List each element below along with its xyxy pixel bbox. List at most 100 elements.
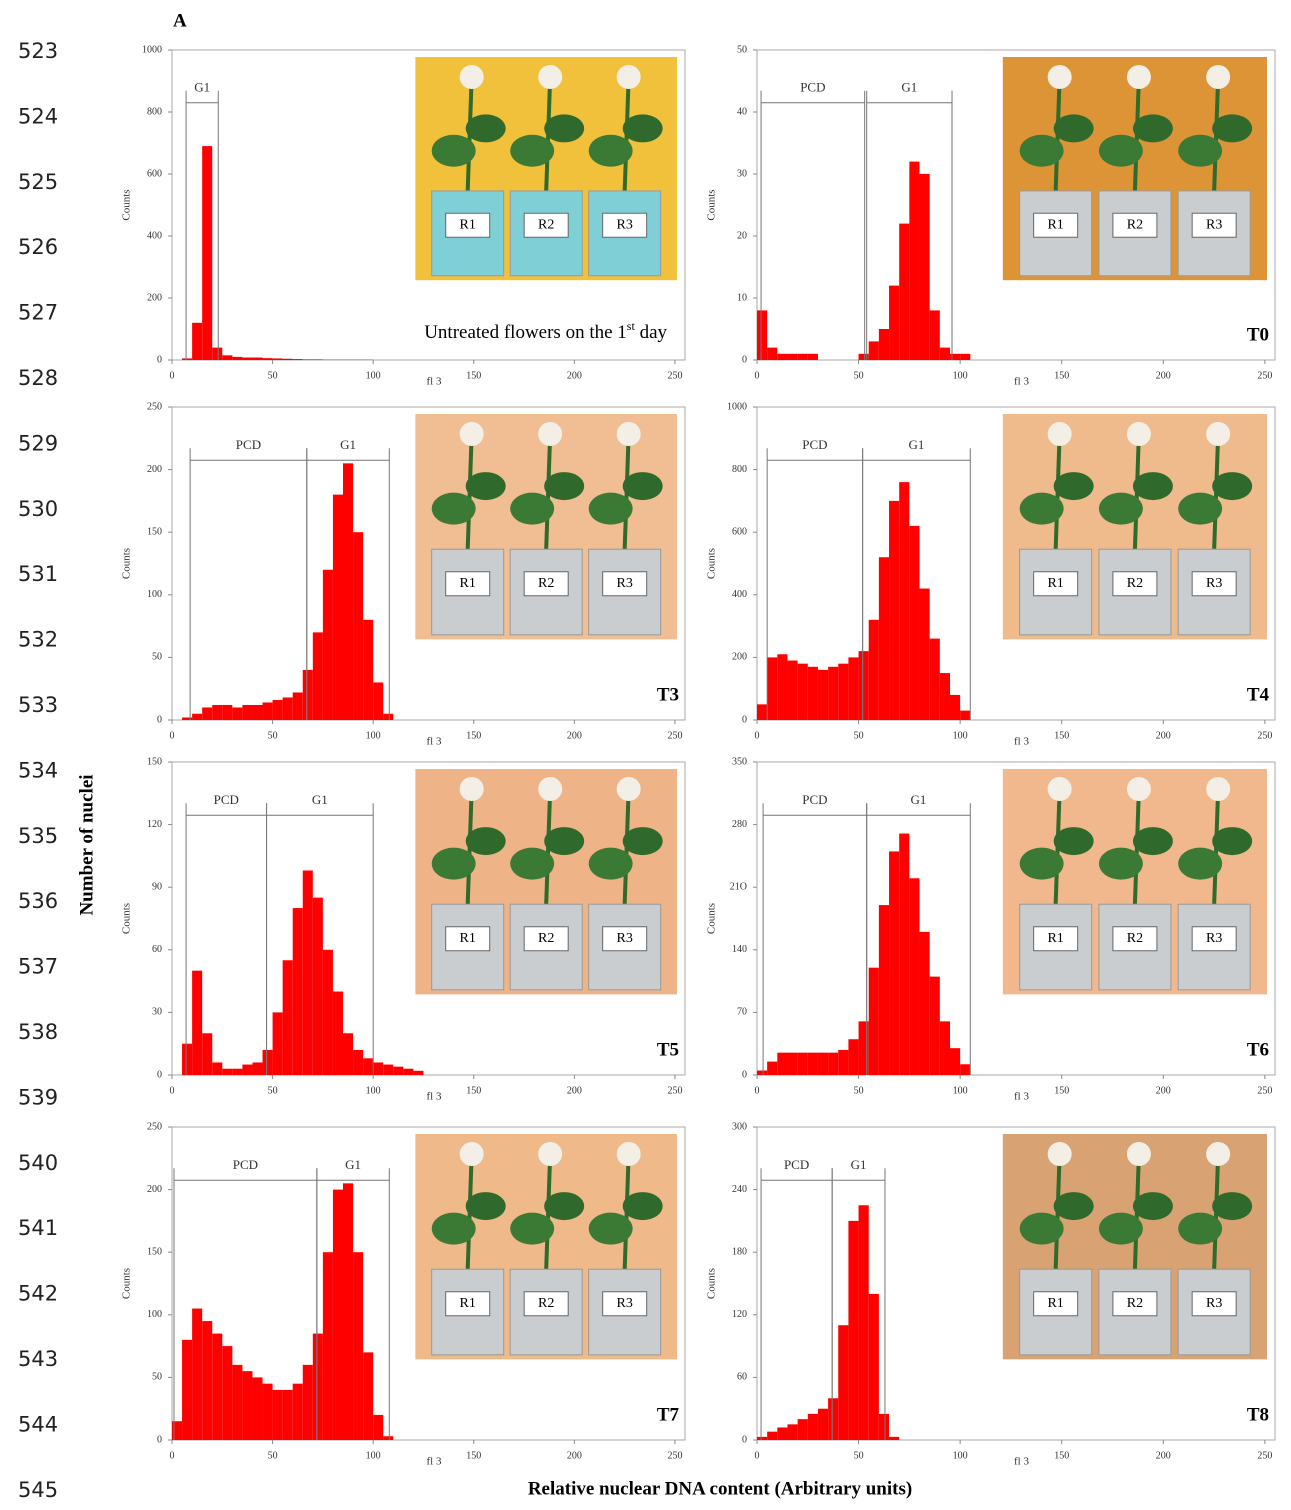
x-tick-label: 200 <box>1156 1085 1171 1096</box>
x-tick-label: 100 <box>366 370 381 381</box>
histogram-bar <box>838 663 849 720</box>
gate-label: G1 <box>312 792 328 807</box>
histogram-bar <box>889 851 900 1075</box>
y-tick-label: 60 <box>737 1372 747 1383</box>
y-tick-label: 200 <box>732 652 747 663</box>
histogram-bar <box>817 1408 829 1440</box>
histogram-bar <box>262 358 273 360</box>
y-tick-label: 200 <box>147 292 162 303</box>
x-tick-label: 250 <box>1257 1085 1272 1096</box>
x-tick-label: 150 <box>1054 370 1069 381</box>
x-tick-label: 250 <box>667 730 682 741</box>
photo-flower <box>459 1142 484 1166</box>
photo-flower <box>1126 422 1151 446</box>
y-tick-label: 280 <box>732 819 747 830</box>
x-tick-label: 150 <box>466 1085 481 1096</box>
histogram-bar <box>292 908 303 1075</box>
histogram-bar <box>383 713 394 720</box>
photo-label-box <box>1191 571 1237 597</box>
photo-flower <box>538 777 563 801</box>
histogram-bar <box>182 1043 193 1075</box>
y-tick-label: 800 <box>147 106 162 117</box>
histogram-bar <box>403 1068 414 1075</box>
photo-label: R1 <box>460 576 476 591</box>
histogram-bar <box>222 704 233 720</box>
histogram-bar <box>868 341 879 360</box>
photo-leaves <box>1098 847 1143 880</box>
x-axis-title: Relative nuclear DNA content (Arbitrary … <box>528 1478 912 1499</box>
photo-label: R2 <box>538 217 554 232</box>
histogram-bar <box>282 358 293 360</box>
histogram-bar <box>332 494 343 720</box>
histogram-bar <box>332 1189 343 1440</box>
caption: Untreated flowers on the 1st day <box>424 319 667 344</box>
photo-flower <box>1126 777 1151 801</box>
photo-leaves <box>1019 847 1064 880</box>
line-number: 534 <box>18 758 58 782</box>
photo-label: R3 <box>1206 931 1222 946</box>
histogram-bar <box>212 1062 223 1075</box>
line-number: 528 <box>18 366 58 390</box>
histogram-bar <box>858 1021 869 1075</box>
photo-label-box <box>523 571 569 597</box>
photo-label: R3 <box>617 1296 633 1311</box>
photo-leaves <box>1053 1192 1094 1221</box>
photo-label-box <box>445 212 491 238</box>
photo-leaves <box>431 134 476 167</box>
histogram-bar <box>889 285 900 360</box>
photo-label: R3 <box>1206 1296 1222 1311</box>
y-axis-title: Number of nuclei <box>76 774 97 915</box>
y-tick-label: 150 <box>147 756 162 767</box>
photo-label: R2 <box>1127 576 1143 591</box>
photo-label: R2 <box>538 1296 554 1311</box>
histogram-bar <box>182 717 193 720</box>
photo-leaves <box>1098 1212 1143 1245</box>
photo-leaves <box>465 1192 506 1221</box>
gate-label: G1 <box>194 80 210 95</box>
histogram-bar <box>262 1049 273 1075</box>
y-tick-label: 400 <box>147 230 162 241</box>
x-tick-label: 50 <box>268 1450 278 1461</box>
histogram-bar <box>797 663 808 720</box>
histogram-bar <box>757 1436 768 1440</box>
photo-leaves <box>544 114 585 143</box>
plot-frame <box>756 1126 1276 1441</box>
plot-frame <box>756 761 1276 1076</box>
x-tick-label: 0 <box>170 1085 175 1096</box>
x-tick-label: 50 <box>268 370 278 381</box>
histogram-bar <box>828 1052 839 1075</box>
histogram-bar <box>838 1049 849 1075</box>
line-number: 533 <box>18 693 58 717</box>
histogram-bar <box>777 1427 788 1440</box>
photo-label: R2 <box>538 576 554 591</box>
x-tick-label: 150 <box>1054 730 1069 741</box>
histogram-bar <box>232 356 243 360</box>
y-tick-label: 0 <box>157 354 162 365</box>
line-number: 542 <box>18 1282 58 1306</box>
photo-label-box <box>1033 212 1079 238</box>
histogram-bar <box>212 704 223 720</box>
line-number: 535 <box>18 824 58 848</box>
photo-leaves <box>1019 1212 1064 1245</box>
photo-leaves <box>622 472 663 501</box>
y-axis-label: Counts <box>121 903 133 934</box>
photo-leaves <box>1132 472 1173 501</box>
x-tick-label: 100 <box>953 1085 968 1096</box>
plot-frame <box>756 406 1276 721</box>
x-tick-label: 50 <box>854 1450 864 1461</box>
y-tick-label: 50 <box>152 652 162 663</box>
histogram-bar <box>232 707 243 720</box>
histogram-bar <box>807 666 818 720</box>
histogram-bar <box>242 1064 253 1075</box>
x-axis-label: fl 3 <box>427 736 442 748</box>
histogram-bar <box>949 353 961 360</box>
histogram-bar <box>202 1321 213 1440</box>
photo-label-box <box>1033 571 1079 597</box>
histogram-bar <box>787 353 798 360</box>
y-tick-label: 100 <box>147 1309 162 1320</box>
histogram-bar <box>787 1424 798 1440</box>
gate-label: PCD <box>784 1157 809 1172</box>
photo-label-box <box>602 212 648 238</box>
photo-leaves <box>510 134 555 167</box>
photo-label-box <box>445 571 491 597</box>
